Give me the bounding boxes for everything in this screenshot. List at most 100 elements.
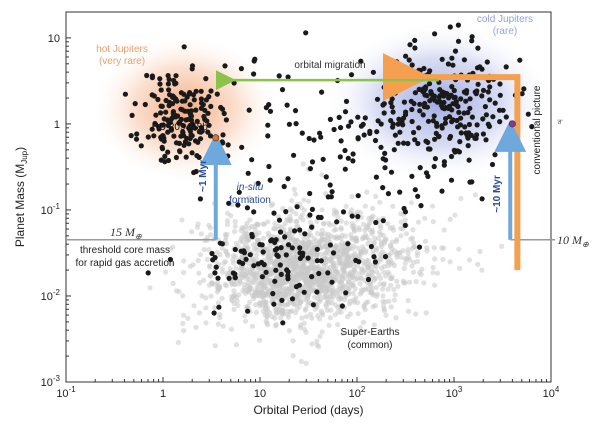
rv-planet-point <box>415 140 421 147</box>
rv-planet-point <box>475 45 481 51</box>
rv-planet-point <box>158 110 164 116</box>
y-tick-label: 10-3 <box>41 374 61 389</box>
kepler-candidate-point <box>277 266 283 272</box>
rv-planet-point <box>464 88 470 94</box>
cold-jupiters-sublabel: (rare) <box>493 26 517 37</box>
kepler-candidate-point <box>289 290 295 296</box>
kepler-candidate-point <box>383 312 389 318</box>
kepler-candidate-point <box>343 203 349 209</box>
kepler-candidate-point <box>365 241 371 247</box>
kepler-candidate-point <box>364 189 370 195</box>
kepler-candidate-point <box>175 339 181 346</box>
rv-planet-point <box>392 132 398 138</box>
kepler-candidate-point <box>338 295 344 301</box>
kepler-candidate-point <box>388 243 394 249</box>
kepler-candidate-point <box>355 276 361 282</box>
kepler-candidate-point <box>258 265 264 271</box>
rv-planet-point <box>375 118 381 124</box>
kepler-candidate-point <box>368 214 374 221</box>
rv-planet-point <box>158 87 164 93</box>
kepler-candidate-point <box>394 237 400 243</box>
kepler-candidate-point <box>323 284 330 290</box>
kepler-candidate-point <box>238 273 244 279</box>
rv-planet-point <box>222 63 228 69</box>
rv-planet-point <box>122 91 128 97</box>
rv-planet-point <box>190 92 197 98</box>
rv-planet-point <box>178 116 184 122</box>
rv-planet-point <box>173 140 180 146</box>
kepler-candidate-point <box>307 281 313 287</box>
kepler-candidate-point <box>243 318 249 324</box>
hd209458b-label: HD 209458b <box>152 122 209 133</box>
kepler-candidate-point <box>432 256 438 262</box>
kepler-candidate-point <box>326 322 332 328</box>
rv-planet-point <box>439 56 445 62</box>
kepler-candidate-point <box>318 288 325 294</box>
rv-planet-point <box>409 173 415 179</box>
rv-planet-point <box>452 48 459 54</box>
rv-planet-point <box>448 92 454 98</box>
threshold-label-line1: threshold core mass <box>80 245 170 256</box>
kepler-candidate-point <box>263 303 269 309</box>
rv-planet-point <box>165 81 171 87</box>
kepler-candidate-point <box>231 260 237 266</box>
rv-planet-point <box>420 86 426 92</box>
kepler-candidate-point <box>301 197 307 203</box>
rv-planet-point <box>449 84 455 90</box>
kepler-candidate-point <box>214 285 221 291</box>
kepler-candidate-point <box>319 207 325 213</box>
kepler-candidate-point <box>256 270 262 276</box>
rv-planet-point <box>273 267 279 273</box>
rv-planet-point <box>342 109 349 115</box>
rv-planet-point <box>155 96 161 103</box>
rv-planet-point <box>438 102 445 109</box>
kepler-candidate-point <box>207 264 213 270</box>
kepler-candidate-point <box>430 219 436 225</box>
rv-planet-point <box>432 156 438 162</box>
kepler-candidate-point <box>207 225 213 231</box>
kepler-candidate-point <box>294 218 300 224</box>
rv-planet-point <box>412 37 418 44</box>
rv-planet-point <box>442 120 448 126</box>
rv-planet-point <box>489 161 496 168</box>
rv-planet-point <box>249 157 255 163</box>
kepler-candidate-point <box>322 256 328 262</box>
rv-planet-point <box>232 271 238 277</box>
rv-planet-point <box>239 144 245 150</box>
rv-planet-point <box>272 247 279 253</box>
rv-planet-point <box>373 219 379 226</box>
rv-planet-point <box>371 254 377 260</box>
kepler-candidate-point <box>318 251 324 257</box>
y-axis-ticks: 10 1 10-1 10-2 10-3 <box>41 33 71 389</box>
rv-planet-point <box>215 275 221 281</box>
rv-planet-point <box>159 144 165 150</box>
kepler-candidate-point <box>224 218 230 224</box>
y-tick-label: 10 <box>48 33 60 45</box>
kepler-candidate-point <box>407 279 413 285</box>
kepler-candidate-point <box>263 318 269 324</box>
rv-planet-point <box>462 124 468 130</box>
rv-planet-point <box>350 158 356 164</box>
kepler-candidate-point <box>309 287 315 293</box>
kepler-candidate-point <box>378 244 385 250</box>
rv-planets-points <box>122 22 535 326</box>
y-tick-label: 10-2 <box>41 288 61 303</box>
rv-planet-point <box>191 97 197 103</box>
kepler-candidate-point <box>277 291 283 297</box>
kepler-candidate-point <box>379 249 385 255</box>
rv-planet-point <box>447 133 454 140</box>
kepler-candidate-point <box>413 279 419 285</box>
rv-planet-point <box>149 126 155 132</box>
kepler-candidate-point <box>417 270 423 276</box>
rv-planet-point <box>525 111 531 117</box>
kepler-candidate-point <box>239 225 245 231</box>
kepler-candidate-point <box>322 231 328 237</box>
rv-planet-point <box>521 86 527 92</box>
kepler-candidate-point <box>224 221 231 227</box>
kepler-candidate-point <box>273 323 279 329</box>
rv-planet-point <box>197 196 203 202</box>
kepler-candidate-point <box>246 195 252 201</box>
kepler-candidate-point <box>378 239 384 245</box>
rv-planet-point <box>382 165 388 171</box>
rv-planet-point <box>483 137 489 143</box>
